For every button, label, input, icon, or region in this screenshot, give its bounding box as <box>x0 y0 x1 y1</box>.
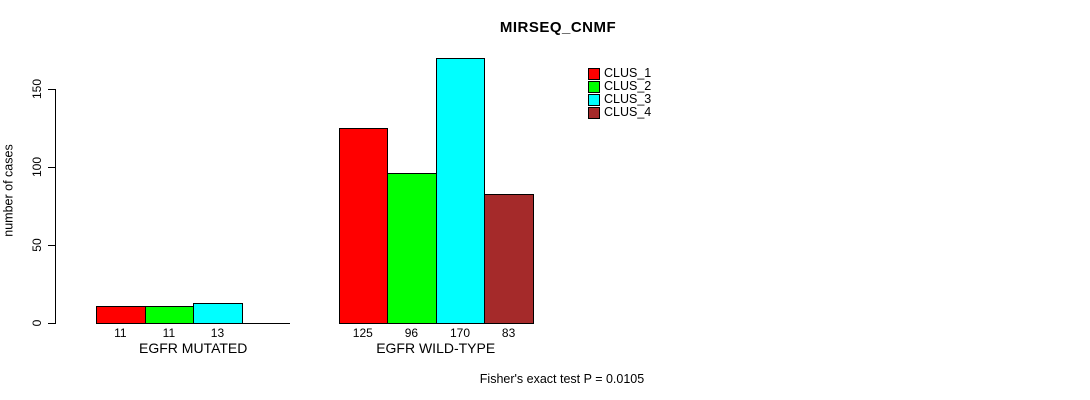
legend-item-label: CLUS_1 <box>604 66 652 80</box>
y-tick-label: 50 <box>30 238 44 252</box>
bar-clus_3-group2 <box>435 57 486 324</box>
y-axis-label: number of cases <box>1 144 16 237</box>
chart-title: MIRSEQ_CNMF <box>499 19 617 36</box>
legend-item: CLUS_1 <box>588 67 651 80</box>
bar-value-label: 11 <box>162 326 176 340</box>
bar-value-label: 13 <box>210 326 225 340</box>
legend-item-label: CLUS_4 <box>604 105 652 119</box>
y-tick-mark <box>48 167 55 168</box>
y-tick-label: 100 <box>30 156 44 178</box>
legend-color-swatch <box>588 93 600 106</box>
legend-item-label: CLUS_3 <box>604 92 652 106</box>
y-tick-mark <box>48 323 55 324</box>
y-tick-mark <box>48 245 55 246</box>
y-tick-label: 150 <box>30 78 44 100</box>
legend-color-swatch <box>588 106 600 119</box>
legend-item-label: CLUS_2 <box>604 79 652 93</box>
bar-value-label: 170 <box>449 326 470 340</box>
y-tick-mark <box>48 89 55 90</box>
bar-clus_1-group2 <box>338 128 389 324</box>
bar-value-label: 83 <box>501 326 516 340</box>
bar-value-label: 11 <box>114 326 127 340</box>
bar-value-label: 96 <box>404 326 419 340</box>
legend-color-swatch <box>588 80 600 93</box>
x-axis-group-label: EGFR MUTATED <box>139 340 248 356</box>
legend-color-swatch <box>588 67 600 80</box>
bar-value-label: 125 <box>352 326 373 340</box>
bar-clus_3-group1 <box>193 302 243 324</box>
fisher-test-annotation: Fisher's exact test P = 0.0105 <box>479 372 645 386</box>
bar-clus_1-group1 <box>96 305 146 324</box>
legend-item: CLUS_2 <box>588 80 651 93</box>
x-axis-group-label: EGFR WILD-TYPE <box>376 340 496 356</box>
bar-clus_2-group2 <box>387 173 437 324</box>
bar-clus_4-group2 <box>484 193 534 324</box>
bar-value-label <box>242 327 291 339</box>
legend-item: CLUS_3 <box>588 93 651 106</box>
chart-legend: CLUS_1 CLUS_2 CLUS_3 CLUS_4 <box>588 67 651 119</box>
bar-clus_2-group1 <box>144 305 195 324</box>
y-tick-label: 0 <box>30 319 44 327</box>
y-axis-line <box>55 89 56 324</box>
legend-item: CLUS_4 <box>588 106 651 119</box>
